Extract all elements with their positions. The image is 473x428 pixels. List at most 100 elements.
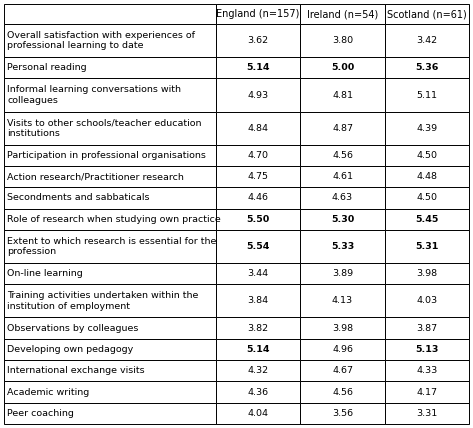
Bar [300,145,385,166]
Bar [385,284,469,318]
Text: Academic writing: Academic writing [7,387,89,397]
Bar [216,145,300,166]
Bar [385,318,469,339]
Bar [385,24,469,57]
Text: 5.36: 5.36 [415,63,438,72]
Bar [216,4,300,24]
Bar [300,112,385,145]
Text: Personal reading: Personal reading [7,63,87,72]
Text: 4.36: 4.36 [247,387,269,397]
Text: 3.98: 3.98 [332,324,353,333]
Bar [216,403,300,424]
Text: 5.45: 5.45 [415,215,438,224]
Text: 3.98: 3.98 [416,269,438,278]
Bar [4,4,216,24]
Bar [4,360,216,381]
Bar [216,381,300,403]
Text: 5.30: 5.30 [331,215,354,224]
Bar [216,318,300,339]
Bar [216,284,300,318]
Bar [300,24,385,57]
Bar [4,230,216,263]
Bar [4,339,216,360]
Bar [4,318,216,339]
Text: Role of research when studying own practice: Role of research when studying own pract… [7,215,221,224]
Text: 3.89: 3.89 [332,269,353,278]
Bar [385,403,469,424]
Text: Visits to other schools/teacher education
institutions: Visits to other schools/teacher educatio… [7,118,201,138]
Bar [216,78,300,112]
Text: 4.96: 4.96 [332,345,353,354]
Text: 3.56: 3.56 [332,409,353,418]
Text: Informal learning conversations with
colleagues: Informal learning conversations with col… [7,85,181,105]
Bar [300,318,385,339]
Text: 4.48: 4.48 [416,172,438,181]
Text: On-line learning: On-line learning [7,269,83,278]
Bar [300,166,385,187]
Text: 5.54: 5.54 [246,242,270,251]
Bar [300,339,385,360]
Text: 5.31: 5.31 [415,242,438,251]
Bar [385,208,469,230]
Bar [300,360,385,381]
Bar [385,187,469,208]
Text: 5.13: 5.13 [415,345,438,354]
Bar [4,381,216,403]
Text: England (n=157): England (n=157) [216,9,299,19]
Text: 3.82: 3.82 [247,324,269,333]
Text: 3.62: 3.62 [247,36,269,45]
Text: 4.50: 4.50 [416,193,438,202]
Bar [300,403,385,424]
Bar [216,230,300,263]
Bar [4,57,216,78]
Text: 4.87: 4.87 [332,124,353,133]
Text: 3.44: 3.44 [247,269,269,278]
Bar [216,57,300,78]
Text: 5.50: 5.50 [246,215,270,224]
Bar [4,166,216,187]
Text: 4.93: 4.93 [247,90,269,99]
Bar [216,208,300,230]
Text: Action research/Practitioner research: Action research/Practitioner research [7,172,184,181]
Text: Observations by colleagues: Observations by colleagues [7,324,139,333]
Text: Overall satisfaction with experiences of
professional learning to date: Overall satisfaction with experiences of… [7,31,195,51]
Bar [4,24,216,57]
Bar [4,145,216,166]
Bar [385,339,469,360]
Bar [4,208,216,230]
Bar [385,112,469,145]
Bar [4,284,216,318]
Text: 5.00: 5.00 [331,63,354,72]
Text: 5.11: 5.11 [416,90,438,99]
Text: 3.31: 3.31 [416,409,438,418]
Text: 4.61: 4.61 [332,172,353,181]
Bar [385,381,469,403]
Bar [4,263,216,284]
Bar [300,187,385,208]
Text: 4.50: 4.50 [416,151,438,160]
Text: 4.75: 4.75 [247,172,268,181]
Bar [385,145,469,166]
Text: 4.17: 4.17 [416,387,438,397]
Text: 4.56: 4.56 [332,151,353,160]
Bar [4,112,216,145]
Text: Participation in professional organisations: Participation in professional organisati… [7,151,206,160]
Bar [385,4,469,24]
Text: 4.70: 4.70 [247,151,268,160]
Text: Extent to which research is essential for the
profession: Extent to which research is essential fo… [7,237,216,256]
Bar [216,24,300,57]
Bar [300,230,385,263]
Text: Training activities undertaken within the
institution of employment: Training activities undertaken within th… [7,291,198,311]
Bar [385,230,469,263]
Text: 4.13: 4.13 [332,297,353,306]
Bar [216,263,300,284]
Text: 5.14: 5.14 [246,345,270,354]
Text: 4.84: 4.84 [247,124,268,133]
Bar [216,360,300,381]
Text: 4.33: 4.33 [416,366,438,375]
Text: 4.56: 4.56 [332,387,353,397]
Text: Scotland (n=61): Scotland (n=61) [387,9,467,19]
Bar [385,360,469,381]
Text: 4.39: 4.39 [416,124,438,133]
Bar [300,4,385,24]
